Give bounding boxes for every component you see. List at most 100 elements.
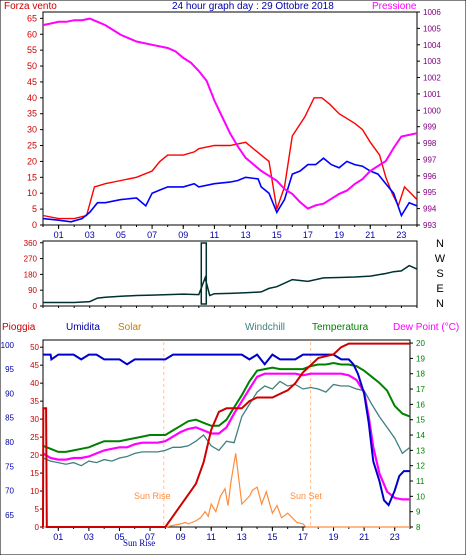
temp-y-tick-label: 13 [416, 446, 425, 455]
x-tick-label: 03 [84, 532, 94, 542]
rain-y-tick-label: 15 [30, 469, 39, 478]
temp-y-tick-label: 12 [416, 462, 425, 471]
wind-y-tick-label: 10 [27, 188, 37, 198]
pressure-y-tick-label: 1001 [423, 90, 441, 99]
wind-y-tick-label: 0 [32, 220, 37, 230]
compass-label: N [436, 298, 444, 310]
bottom-panel: 6570758085909510005101520253035404550891… [1, 339, 426, 542]
wind-y-tick-label: 35 [27, 109, 37, 119]
x-tick-label: 11 [210, 230, 219, 240]
rain-y-tick-label: 30 [30, 415, 39, 424]
pressure-y-tick-label: 1004 [423, 41, 441, 50]
windchill-line [42, 380, 411, 467]
pressure-y-tick-label: 1000 [423, 106, 441, 115]
rain-y-tick-label: 10 [30, 487, 39, 496]
humidity-y-tick-label: 70 [5, 487, 14, 496]
humidity-y-tick-label: 75 [5, 462, 14, 471]
x-tick-label: 09 [176, 532, 186, 542]
temp-y-tick-label: 18 [416, 370, 425, 379]
compass-label: E [436, 283, 443, 295]
x-tick-label: 21 [365, 230, 375, 240]
pressure-axis-label: Pressione [372, 1, 417, 12]
wind-y-tick-label: 20 [27, 156, 37, 166]
chart-title: 24 hour graph day : 29 Ottobre 2018 [172, 1, 334, 12]
direction-plot-frame [42, 240, 418, 307]
x-tick-label: 05 [116, 230, 126, 240]
rain-y-tick-label: 45 [30, 361, 39, 370]
wind-y-tick-label: 50 [27, 61, 37, 71]
pressure-y-tick-label: 1006 [423, 8, 441, 17]
direction-spike [200, 242, 208, 305]
x-tick-label: 17 [298, 532, 308, 542]
x-tick-label: 19 [334, 230, 344, 240]
temp-y-tick-label: 9 [416, 508, 421, 517]
sun-rise-marker-label: Sun Rise [134, 491, 171, 501]
rain-y-tick-label: 25 [30, 433, 39, 442]
pressure-y-tick-label: 1005 [423, 24, 441, 33]
pressure-y-tick-label: 997 [423, 155, 437, 164]
x-tick-label: 13 [241, 230, 251, 240]
x-tick-label: 11 [207, 532, 216, 542]
x-tick-label: 23 [396, 230, 406, 240]
pressure-y-tick-label: 1003 [423, 57, 441, 66]
wind-y-tick-label: 15 [27, 172, 37, 182]
humidity-y-tick-label: 80 [5, 438, 14, 447]
compass-label: N [436, 238, 444, 250]
humidity-y-tick-label: 85 [5, 414, 14, 423]
wind-speed-line [42, 97, 418, 220]
pressure-y-tick-label: 995 [423, 188, 437, 197]
x-tick-label: 15 [267, 532, 277, 542]
sun-set-marker-label: Sun Set [290, 491, 323, 501]
humidity-y-tick-label: 100 [1, 341, 15, 350]
humidity-line [43, 353, 410, 507]
humidity-legend-label: Umidita [66, 322, 100, 333]
temp-y-tick-label: 8 [416, 523, 421, 532]
compass-label: W [435, 253, 446, 265]
dewpoint-legend-label: Dew Point (°C) [393, 322, 460, 333]
x-tick-label: 13 [237, 532, 247, 542]
temperature-line [42, 361, 411, 453]
compass-label: S [436, 268, 443, 280]
temp-y-tick-label: 11 [416, 477, 425, 486]
rain-y-tick-label: 5 [35, 505, 40, 514]
x-tick-label: 17 [303, 230, 313, 240]
wind-axis-label: Forza vento [4, 1, 57, 12]
rain-line [42, 342, 410, 528]
pressure-y-tick-label: 996 [423, 172, 437, 181]
x-tick-label: 07 [147, 230, 157, 240]
x-tick-label: 23 [390, 532, 400, 542]
sun-rise-axis-label: Sun Rise [123, 538, 156, 548]
wind-y-tick-label: 65 [27, 13, 37, 23]
x-tick-label: 01 [53, 532, 63, 542]
pressure-y-tick-label: 998 [423, 139, 437, 148]
solar-line [43, 453, 410, 528]
rain-y-tick-label: 20 [30, 451, 39, 460]
pressure-line [42, 17, 418, 210]
wind-avg-line [42, 157, 418, 223]
pressure-y-tick-label: 993 [423, 221, 437, 230]
temp-y-tick-label: 15 [416, 416, 425, 425]
wind-y-tick-label: 45 [27, 77, 37, 87]
pressure-y-tick-label: 999 [423, 123, 437, 132]
wind-y-tick-label: 30 [27, 125, 37, 135]
temp-y-tick-label: 16 [416, 400, 425, 409]
temperature-legend-label: Temperatura [312, 322, 369, 333]
temp-y-tick-label: 20 [416, 339, 425, 348]
temp-y-tick-label: 14 [416, 431, 425, 440]
direction-y-tick-label: 270 [24, 255, 38, 264]
rain-legend-label: Pioggia [2, 322, 36, 333]
pressure-y-tick-label: 1002 [423, 74, 441, 83]
wind-y-tick-label: 60 [27, 29, 37, 39]
humidity-y-tick-label: 95 [5, 365, 14, 374]
top-panel: 0510152025303540455055606599399499599699… [27, 8, 441, 240]
temp-y-tick-label: 19 [416, 354, 425, 363]
direction-y-tick-label: 360 [24, 239, 38, 248]
solar-legend-label: Solar [118, 322, 142, 333]
humidity-y-tick-label: 65 [5, 511, 14, 520]
wind-y-tick-label: 40 [27, 93, 37, 103]
x-tick-label: 19 [329, 532, 339, 542]
wind-y-tick-label: 55 [27, 45, 37, 55]
dewpoint-line [42, 372, 410, 501]
